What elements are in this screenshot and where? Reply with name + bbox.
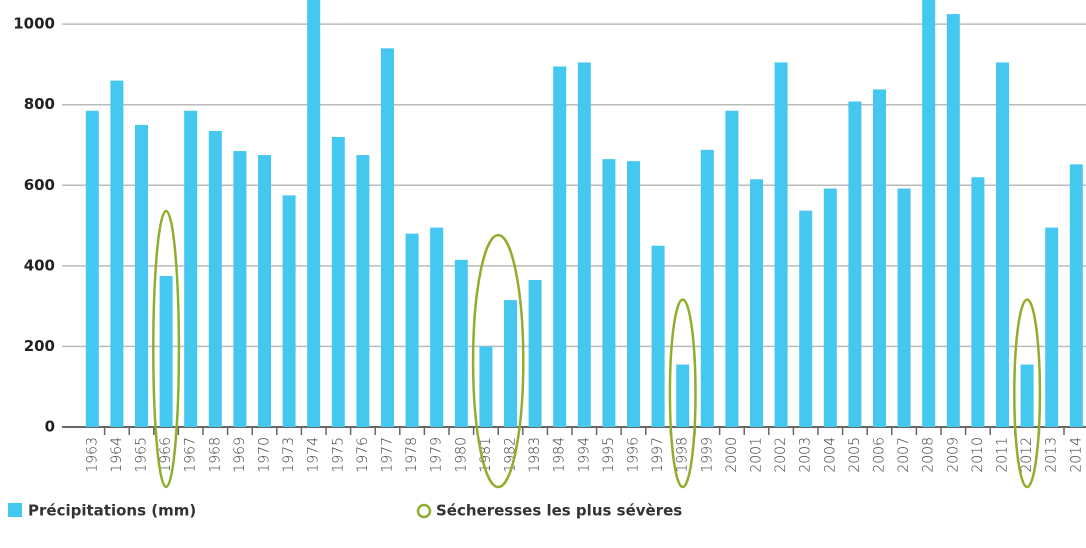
bar [233, 151, 247, 427]
x-tick-label: 2006 [872, 437, 888, 473]
bar [159, 275, 173, 427]
bar [750, 179, 763, 427]
x-tick-label: 2007 [896, 437, 912, 473]
drought-highlight [152, 209, 181, 489]
bar [282, 195, 296, 427]
bar [381, 48, 394, 427]
x-tick-label: 1978 [404, 437, 420, 473]
x-tick-label: 1970 [257, 437, 273, 473]
x-tick-label: 2013 [1044, 437, 1060, 473]
x-tick-label: 2004 [822, 437, 838, 473]
bar [897, 188, 911, 427]
bar [700, 149, 714, 427]
y-tick-label: 200 [24, 337, 55, 355]
x-tick-label: 1967 [183, 437, 199, 473]
x-tick-label: 1995 [601, 437, 617, 473]
x-tick-label: 1996 [626, 437, 642, 473]
bar [996, 62, 1009, 427]
x-tick-label: 1973 [281, 437, 297, 473]
bar [110, 80, 124, 427]
x-tick-label: 1976 [355, 437, 371, 473]
bar [553, 66, 567, 427]
x-tick-label: 2001 [749, 437, 765, 473]
bar [208, 130, 222, 428]
x-tick-label: 2003 [798, 437, 814, 473]
bar [873, 89, 886, 428]
x-tick-label: 1994 [576, 437, 592, 473]
bar [331, 136, 345, 427]
x-tick-label: 1975 [330, 437, 346, 473]
bar [1069, 164, 1083, 427]
legend-label: Précipitations (mm) [28, 502, 196, 520]
bar [307, 0, 321, 428]
bar [454, 259, 468, 427]
bar [725, 110, 739, 427]
drought-highlight [668, 298, 697, 489]
bar [135, 124, 148, 428]
bar [405, 233, 419, 427]
x-tick-label: 2010 [970, 437, 986, 473]
bar [922, 0, 936, 428]
y-tick-label: 600 [24, 176, 55, 194]
x-tick-label: 1966 [158, 437, 174, 473]
bar [528, 279, 542, 427]
x-tick-label: 1982 [503, 437, 519, 473]
bar [1020, 364, 1034, 427]
x-tick-label: 2014 [1068, 437, 1084, 473]
legend-swatch [8, 503, 22, 517]
x-tick-label: 1974 [306, 437, 322, 473]
x-tick-label: 1965 [134, 437, 150, 473]
bar [971, 177, 985, 427]
bar [184, 110, 198, 427]
x-tick-label: 2000 [724, 437, 740, 473]
bar [430, 227, 444, 427]
x-tick-label: 1981 [478, 437, 494, 473]
x-tick-label: 2002 [773, 437, 789, 473]
legend-swatch [416, 503, 432, 519]
bar [651, 245, 665, 427]
x-tick-label: 1999 [699, 437, 715, 473]
x-tick-label: 1997 [650, 437, 666, 473]
x-tick-label: 2011 [995, 437, 1011, 473]
x-tick-label: 2012 [1019, 437, 1035, 473]
bar [479, 346, 493, 427]
drought-highlight [1013, 298, 1042, 489]
y-tick-label: 800 [24, 95, 55, 113]
bar [848, 101, 862, 427]
x-tick-label: 1980 [453, 437, 469, 473]
bar [602, 159, 616, 427]
y-tick-label: 400 [24, 256, 55, 274]
x-tick-label: 1983 [527, 437, 543, 473]
bar [356, 155, 370, 427]
bar [676, 364, 690, 427]
x-tick-label: 1968 [207, 437, 223, 473]
x-tick-label: 1963 [84, 437, 100, 473]
drought-highlight [471, 233, 525, 489]
bar [946, 14, 960, 427]
bar [258, 155, 271, 427]
x-tick-label: 2005 [847, 437, 863, 473]
x-tick-label: 2009 [945, 437, 961, 473]
x-tick-label: 1998 [675, 437, 691, 473]
legend-label: Sécheresses les plus sévères [436, 502, 682, 520]
bar [85, 110, 99, 427]
bar [627, 161, 640, 427]
bar [504, 300, 517, 427]
bar [774, 62, 788, 427]
x-tick-label: 1969 [232, 437, 248, 473]
bar [1045, 227, 1059, 427]
bar [577, 62, 591, 427]
x-tick-label: 1977 [380, 437, 396, 473]
y-tick-label: 1000 [13, 15, 55, 33]
x-tick-label: 2008 [921, 437, 937, 473]
bar [823, 188, 837, 427]
x-tick-label: 1979 [429, 437, 445, 473]
x-tick-label: 1964 [109, 437, 125, 473]
x-tick-label: 1984 [552, 437, 568, 473]
y-tick-label: 0 [45, 418, 55, 436]
bar [799, 210, 813, 427]
